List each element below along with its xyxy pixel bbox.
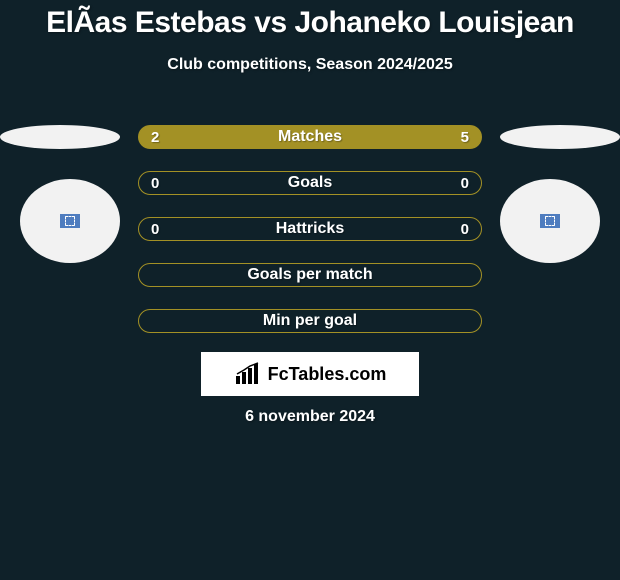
- stat-label: Goals: [139, 172, 481, 194]
- bars-icon: [234, 362, 264, 386]
- source-logo-text: FcTables.com: [268, 364, 387, 385]
- stat-row: Min per goal: [138, 309, 482, 333]
- comparison-card: ElÃ­as Estebas vs Johaneko Louisjean Clu…: [0, 0, 620, 74]
- shield-placeholder-icon: [540, 214, 560, 228]
- stat-row: Goals per match: [138, 263, 482, 287]
- stat-row: 25Matches: [138, 125, 482, 149]
- stat-row: 00Goals: [138, 171, 482, 195]
- stat-label: Hattricks: [139, 218, 481, 240]
- source-logo: FcTables.com: [201, 352, 419, 396]
- player-left-ellipse: [0, 125, 120, 149]
- stat-rows: 25Matches 00Goals 00Hattricks Goals per mat…: [138, 125, 482, 355]
- stat-label: Min per goal: [139, 310, 481, 332]
- stat-label: Goals per match: [139, 264, 481, 286]
- club-badge-left: [20, 179, 120, 263]
- stat-label: Matches: [139, 126, 481, 148]
- snapshot-date: 6 november 2024: [0, 408, 620, 426]
- page-title: ElÃ­as Estebas vs Johaneko Louisjean: [0, 0, 620, 40]
- stat-row: 00Hattricks: [138, 217, 482, 241]
- player-right-ellipse: [500, 125, 620, 149]
- club-badge-right: [500, 179, 600, 263]
- subtitle: Club competitions, Season 2024/2025: [0, 56, 620, 74]
- shield-placeholder-icon: [60, 214, 80, 228]
